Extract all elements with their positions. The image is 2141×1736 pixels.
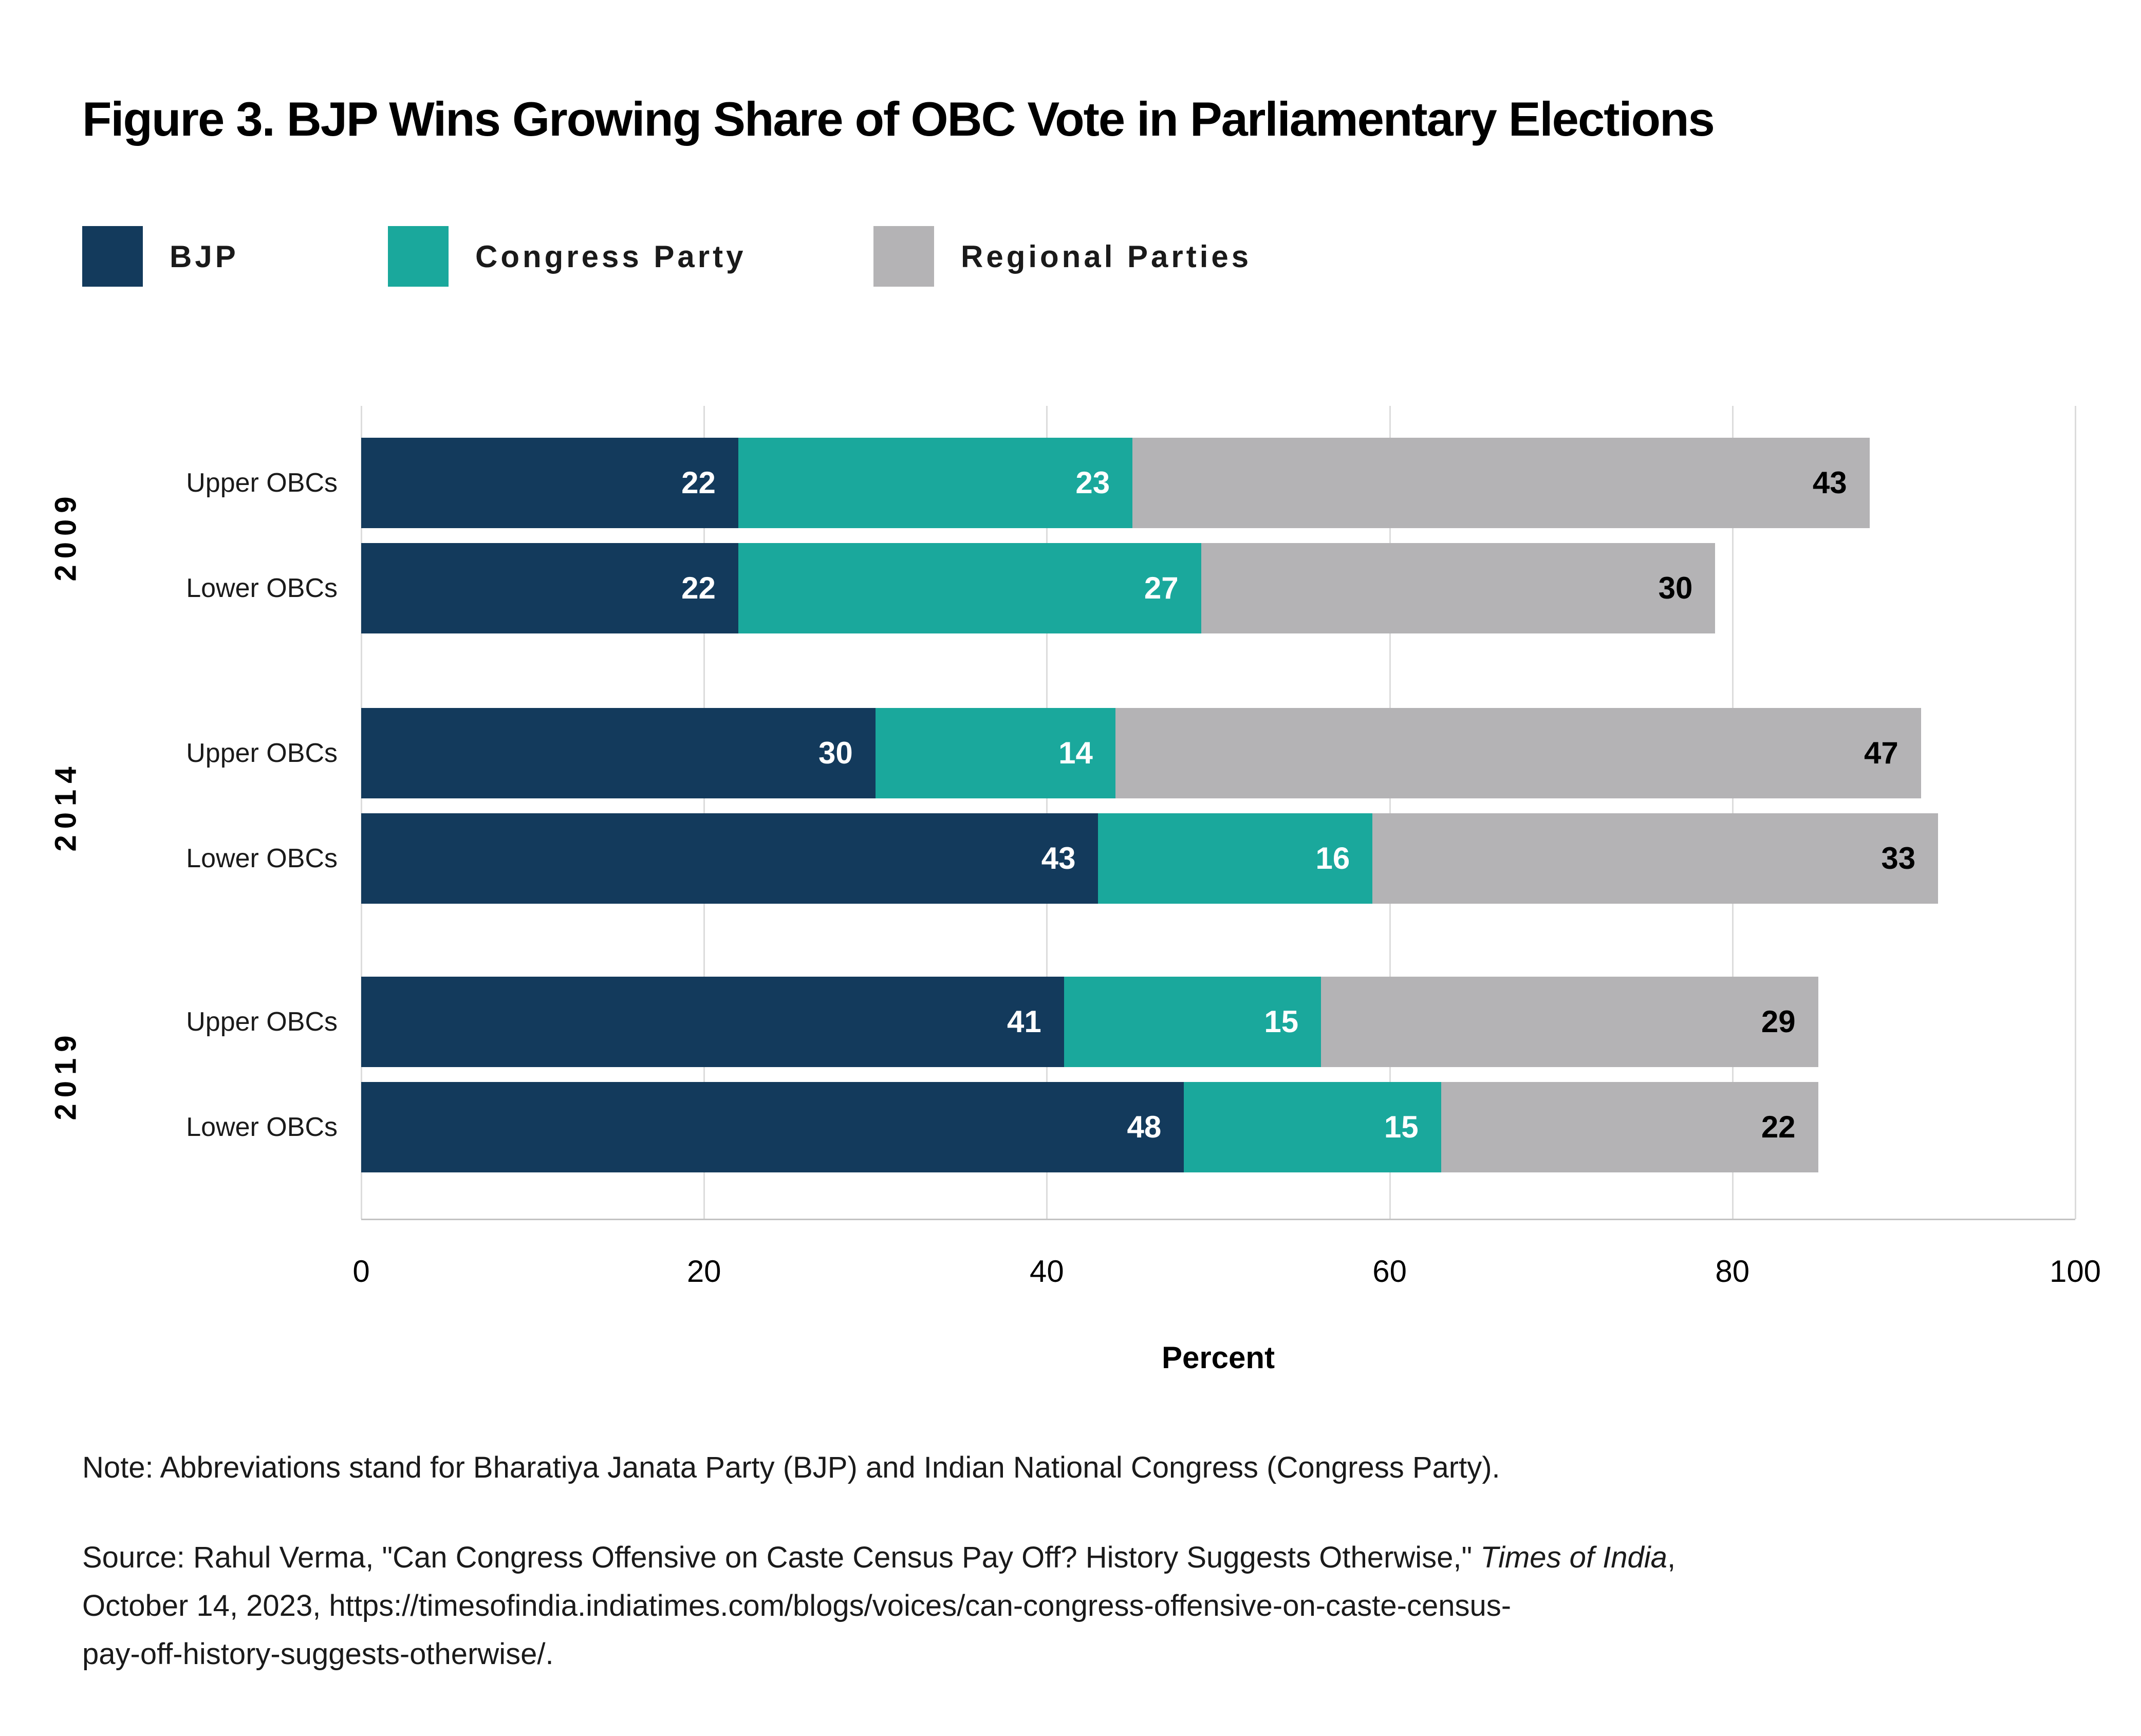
bar-row: 22 27 30 [361,543,2075,633]
source-prefix: Source: Rahul Verma, "Can Congress Offen… [82,1541,1481,1574]
bar-value-label: 15 [1264,1004,1299,1039]
bar-segment: 33 [1372,813,1939,904]
legend-item-bjp: BJP [82,225,239,288]
bar-value-label: 29 [1761,1004,1796,1039]
bar-segment: 23 [738,438,1133,528]
bar-row: 43 16 33 [361,813,2075,904]
year-label: 2009 [49,490,83,582]
bar-segment: 29 [1321,977,1818,1067]
bar-value-label: 41 [1007,1004,1041,1039]
bar-segment: 15 [1184,1082,1441,1172]
bar-row: 22 23 43 [361,438,2075,528]
x-axis-title: Percent [1161,1340,1275,1375]
gridline [1046,406,1048,1219]
x-tick-label: 100 [2049,1254,2101,1289]
bar-value-label: 48 [1127,1110,1162,1144]
bar-value-label: 14 [1058,736,1093,770]
figure-title: Figure 3. BJP Wins Growing Share of OBC … [82,92,1715,146]
source-text: Source: Rahul Verma, "Can Congress Offen… [82,1534,2030,1678]
legend-swatch-congress [388,226,449,287]
legend-item-congress: Congress Party [388,225,747,288]
bar-value-label: 43 [1041,841,1076,875]
bar-segment: 30 [1201,543,1716,633]
bar-segment: 22 [361,543,738,633]
bar-value-label: 43 [1812,465,1847,500]
year-label: 2014 [49,760,83,852]
source-publication: Times of India [1480,1541,1667,1574]
gridline [703,406,705,1219]
gridline [361,406,362,1219]
legend-label-bjp: BJP [170,239,239,274]
bar-segment: 14 [875,708,1115,798]
bar-value-label: 33 [1881,841,1916,875]
legend-label-congress: Congress Party [475,239,747,274]
bar-segment: 43 [361,813,1099,904]
bar-value-label: 23 [1075,465,1110,500]
bar-value-label: 30 [1658,571,1693,605]
bar-row: 41 15 29 [361,977,2075,1067]
x-tick-label: 0 [352,1254,370,1289]
bar-value-label: 16 [1315,841,1350,875]
legend-label-regional: Regional Parties [961,239,1252,274]
category-label: Upper OBCs [186,1007,338,1037]
figure-notes: Note: Abbreviations stand for Bharatiya … [82,1444,2030,1678]
bar-value-label: 30 [818,736,853,770]
x-axis-line [361,1219,2075,1220]
bar-segment: 22 [1441,1082,1818,1172]
plot-area: 22 23 43 22 27 30 30 14 47 43 16 33 41 15 29 48 15 22 [361,406,2076,1220]
x-tick-label: 20 [686,1254,721,1289]
bar-value-label: 22 [1761,1110,1796,1144]
bar-segment: 48 [361,1082,1184,1172]
bar-value-label: 15 [1384,1110,1419,1144]
x-tick-label: 60 [1372,1254,1407,1289]
bar-segment: 15 [1064,977,1321,1067]
bar-segment: 43 [1132,438,1870,528]
bar-row: 48 15 22 [361,1082,2075,1172]
bar-segment: 22 [361,438,738,528]
source-line2: October 14, 2023, https://timesofindia.i… [82,1589,1512,1622]
bar-value-label: 22 [681,465,716,500]
legend-item-regional: Regional Parties [873,225,1252,288]
bar-value-label: 47 [1864,736,1898,770]
year-label: 2019 [49,1029,83,1121]
gridline [2075,406,2076,1219]
x-tick-label: 40 [1030,1254,1064,1289]
bar-value-label: 22 [681,571,716,605]
bar-segment: 27 [738,543,1201,633]
bar-segment: 16 [1098,813,1373,904]
note-text: Note: Abbreviations stand for Bharatiya … [82,1451,1500,1484]
gridline [1389,406,1391,1219]
category-label: Lower OBCs [186,1112,338,1142]
source-line1-suffix: , [1667,1541,1676,1574]
bar-row: 30 14 47 [361,708,2075,798]
y-axis-labels: Upper OBCs Lower OBCs 2009 Upper OBCs Lower … [0,406,361,1219]
source-line3: pay-off-history-suggests-otherwise/. [82,1637,554,1671]
bar-value-label: 27 [1144,571,1179,605]
bar-segment: 30 [361,708,876,798]
x-tick-label: 80 [1715,1254,1750,1289]
legend-swatch-regional [873,226,934,287]
x-axis-ticks: 0 20 40 60 80 100 [352,1254,2101,1292]
category-label: Lower OBCs [186,844,338,873]
gridline [1732,406,1734,1219]
legend-swatch-bjp [82,226,143,287]
bar-segment: 47 [1115,708,1921,798]
category-label: Upper OBCs [186,468,338,498]
category-label: Upper OBCs [186,738,338,768]
category-label: Lower OBCs [186,573,338,603]
bar-segment: 41 [361,977,1064,1067]
